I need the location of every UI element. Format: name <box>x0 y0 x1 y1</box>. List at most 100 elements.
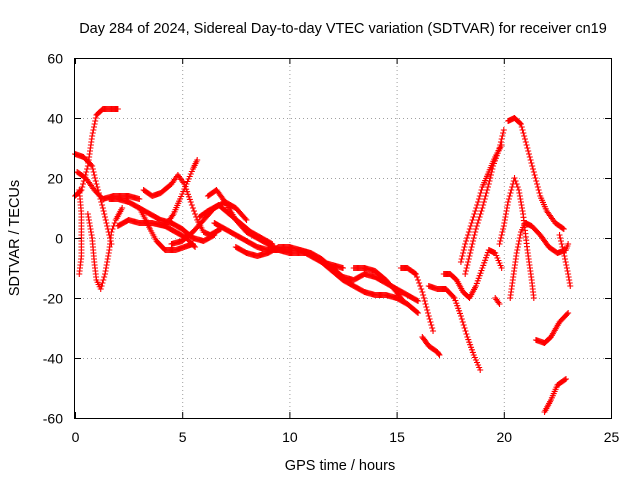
y-tick-label: -40 <box>43 351 63 367</box>
data-point <box>242 215 249 222</box>
series-arc18 <box>350 265 407 304</box>
series-arc4 <box>76 187 85 277</box>
data-point <box>565 310 572 316</box>
data-point <box>560 226 567 232</box>
data-point <box>464 334 471 340</box>
data-point <box>418 286 425 292</box>
x-tick-label: 20 <box>497 429 513 445</box>
data-point <box>466 226 473 232</box>
data-point <box>511 175 518 181</box>
data-point <box>520 130 527 136</box>
data-point <box>526 154 533 160</box>
data-point <box>514 184 521 190</box>
data-point <box>421 298 428 304</box>
data-point <box>565 241 572 247</box>
data-point <box>560 250 567 256</box>
data-point <box>415 310 422 316</box>
data-point <box>564 268 571 274</box>
series-arc26 <box>496 175 537 301</box>
data-point <box>469 217 476 223</box>
data-point <box>470 214 477 220</box>
data-points <box>72 106 574 415</box>
data-point <box>400 298 407 304</box>
data-point <box>104 223 111 229</box>
data-point <box>83 169 90 175</box>
data-point <box>478 208 485 214</box>
data-point <box>470 235 477 241</box>
data-point <box>471 211 478 217</box>
data-point <box>523 142 530 148</box>
data-point <box>458 316 465 322</box>
data-point <box>475 199 482 205</box>
data-point <box>536 190 543 196</box>
data-point <box>102 217 109 223</box>
data-point <box>221 197 228 204</box>
data-point <box>413 274 420 280</box>
data-point <box>92 115 99 121</box>
data-point <box>475 217 482 223</box>
data-point <box>484 187 491 193</box>
data-point <box>480 262 487 269</box>
data-point <box>468 244 475 250</box>
data-point <box>420 292 427 298</box>
data-point <box>508 187 515 193</box>
data-point <box>559 244 566 250</box>
series-arc17 <box>318 259 422 316</box>
data-point <box>464 232 471 238</box>
x-tick-label: 15 <box>389 429 405 445</box>
data-point <box>456 307 463 314</box>
x-axis-label: GPS time / hours <box>285 458 395 474</box>
data-point <box>487 175 494 181</box>
data-point <box>108 229 115 235</box>
data-point <box>91 121 98 127</box>
data-point <box>517 120 524 127</box>
data-point <box>557 235 564 241</box>
series-arc31 <box>556 232 574 289</box>
data-point <box>427 319 434 325</box>
data-point <box>477 367 484 373</box>
data-point <box>463 331 470 337</box>
data-point <box>458 256 465 262</box>
data-point <box>475 196 482 202</box>
data-point <box>185 191 192 198</box>
data-point <box>89 163 96 169</box>
data-point <box>500 226 507 232</box>
series-arc9 <box>140 172 224 238</box>
series-arc29 <box>532 310 572 346</box>
data-point <box>499 229 506 235</box>
data-point <box>533 178 540 184</box>
data-point <box>567 283 574 289</box>
data-point <box>529 163 536 169</box>
tick-labels: 0 5 10 15 20 25 -60 -40 -20 0 20 40 60 <box>43 51 620 446</box>
data-point <box>89 130 96 136</box>
data-point <box>469 349 476 356</box>
data-point <box>111 220 118 226</box>
data-point <box>101 274 108 280</box>
data-point <box>194 157 201 163</box>
data-point <box>509 184 516 190</box>
data-point <box>476 214 483 220</box>
data-point <box>483 190 490 196</box>
data-point <box>486 178 493 184</box>
data-point <box>497 238 504 244</box>
data-point <box>521 133 528 139</box>
data-point <box>559 225 566 232</box>
data-point <box>416 280 423 286</box>
series-arc19 <box>397 265 437 334</box>
series-arc22 <box>440 247 505 301</box>
series-arc10 <box>162 157 201 229</box>
data-point <box>534 181 541 187</box>
data-point <box>513 250 520 256</box>
data-point <box>100 208 107 214</box>
data-point <box>426 316 433 322</box>
data-point <box>473 280 480 287</box>
data-point <box>479 265 486 271</box>
data-point <box>481 259 488 266</box>
data-point <box>465 229 472 235</box>
x-tick-label: 10 <box>282 429 298 445</box>
data-point <box>487 172 494 178</box>
data-point <box>103 220 110 226</box>
data-point <box>498 232 505 238</box>
data-point <box>525 151 532 157</box>
data-point <box>514 244 521 250</box>
